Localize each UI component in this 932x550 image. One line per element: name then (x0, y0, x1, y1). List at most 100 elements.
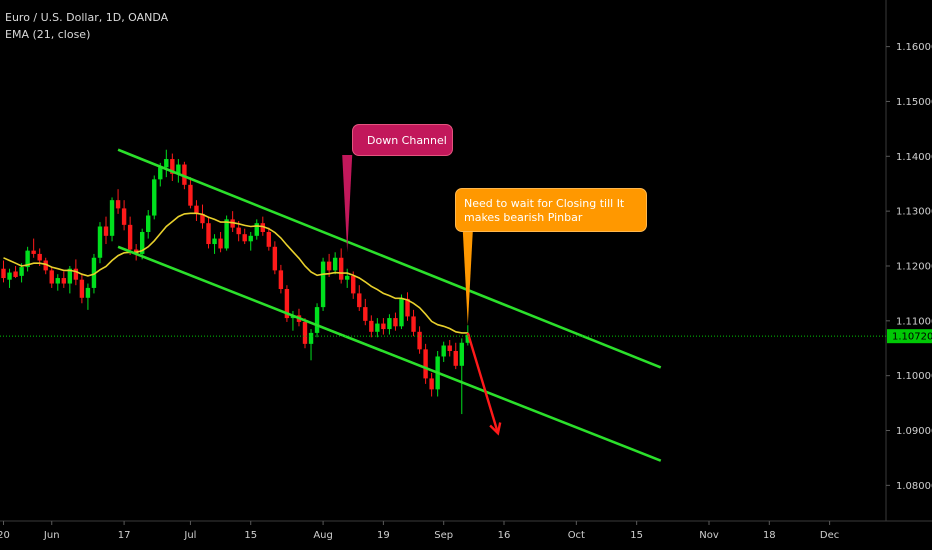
price-tick-label: 1.13000 (896, 207, 932, 218)
candle (357, 285, 362, 311)
price-tick-label: 1.14000 (896, 152, 932, 163)
candle (127, 216, 133, 256)
candle-body (25, 250, 30, 268)
candle-body (314, 307, 320, 333)
candle (212, 234, 217, 254)
candle (85, 283, 91, 310)
candle-body (332, 257, 338, 271)
candle-body (284, 289, 290, 319)
candle (405, 292, 410, 321)
down-channel-text: Down Channel (367, 134, 447, 147)
candle-body (363, 307, 368, 321)
candle (423, 343, 428, 384)
candle-body (85, 287, 91, 298)
candle-body (79, 279, 85, 298)
candle (176, 159, 181, 183)
pinbar-note-callout[interactable]: Need to wait for Closing till It makes b… (455, 188, 647, 232)
candle (194, 200, 199, 222)
candle (97, 222, 103, 264)
candle (447, 340, 452, 357)
candle-body (7, 272, 12, 280)
candle-body (405, 298, 410, 317)
candle (320, 257, 326, 311)
candle-body (170, 159, 175, 174)
candle (7, 268, 12, 288)
candle-body (266, 231, 272, 247)
candle-body (49, 270, 54, 284)
candle (248, 231, 253, 251)
price-tick-label: 1.09000 (896, 426, 932, 437)
candle-body (387, 318, 392, 330)
candle (254, 219, 259, 240)
candle-body (146, 215, 151, 232)
time-tick-label: 16 (498, 530, 511, 541)
candle (302, 318, 308, 349)
candle-body (242, 234, 247, 242)
candle-body (97, 226, 103, 258)
candle (25, 246, 30, 272)
candle-body (13, 271, 18, 277)
candle-body (393, 318, 398, 327)
indicator-label[interactable]: EMA (21, close) (5, 28, 91, 41)
candle-body (103, 226, 109, 236)
channel-trendline[interactable] (117, 148, 662, 369)
candle (363, 298, 368, 326)
candle-body (369, 320, 374, 332)
price-tick-label: 1.16000 (896, 42, 932, 53)
candle-body (429, 378, 434, 390)
candle-body (381, 323, 386, 330)
price-axis[interactable]: 1.08000 1.09000 1.10000 1.11000 1.12000 1.130… (0, 0, 932, 521)
down-channel-callout[interactable]: Down Channel (352, 124, 453, 156)
time-tick-label: Dec (820, 530, 839, 541)
candle-body (345, 275, 350, 280)
candles-layer (1, 149, 471, 415)
candle (399, 294, 404, 330)
candle (284, 285, 290, 322)
time-tick-label: 18 (763, 530, 776, 541)
candle (115, 189, 121, 214)
candle (387, 314, 392, 335)
time-tick-label: 19 (377, 530, 390, 541)
price-tick-label: 1.10000 (896, 371, 932, 382)
price-tick-label: 1.08000 (896, 481, 932, 492)
candle-body (357, 293, 362, 308)
price-tick-label: 1.12000 (896, 261, 932, 272)
symbol-title[interactable]: Euro / U.S. Dollar, 1D, OANDA (5, 11, 169, 24)
candle (375, 318, 380, 338)
candle-body (224, 219, 229, 249)
channel-trendline[interactable] (117, 245, 662, 462)
candle-body (320, 261, 326, 308)
bearish-arrow[interactable] (466, 332, 502, 436)
candle (224, 215, 229, 251)
time-tick-label: Nov (699, 530, 719, 541)
candle (188, 177, 193, 209)
candle (332, 252, 338, 275)
candle-body (278, 270, 284, 290)
candle (61, 271, 66, 288)
candle-body (206, 223, 211, 245)
candle-body (236, 227, 241, 235)
candle (272, 241, 278, 275)
candle (55, 274, 60, 291)
candle (109, 197, 115, 242)
time-tick-label: Oct (568, 530, 585, 541)
callout-pointer (342, 155, 353, 253)
candle-body (158, 167, 163, 180)
candle (152, 175, 157, 220)
last-price-label: 1.10720 (892, 332, 932, 343)
candle-body (260, 223, 265, 232)
candle-body (423, 349, 428, 379)
candle (103, 216, 109, 245)
candle-body (19, 267, 24, 276)
candle (266, 227, 272, 251)
candle-body (375, 323, 380, 332)
candle (200, 204, 205, 229)
time-tick-label: Sep (434, 530, 453, 541)
candle (43, 257, 48, 275)
candle (417, 326, 422, 354)
time-axis[interactable]: 20 Jun 17 Jul 15 Aug 19 Sep 16 Oct 15 Nov 18 Dec (0, 520, 932, 541)
candle-body (459, 342, 464, 366)
candle (13, 265, 18, 279)
candle-body (139, 231, 145, 254)
